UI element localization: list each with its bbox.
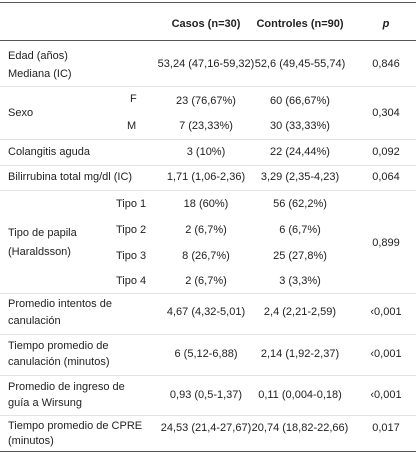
row-label: Promedio intentos de — [8, 298, 112, 310]
cell: 52,6 (49,45-55,74) — [254, 58, 346, 70]
header-cell: Controles (n=90) — [256, 18, 344, 30]
row-label: Promedio de ingreso de — [8, 381, 125, 393]
cell: 3 (10%) — [186, 146, 226, 158]
row-label: canulación — [8, 315, 61, 327]
cell: 23 (76,67%) — [176, 95, 236, 107]
cell: 8 (26,7%) — [182, 250, 230, 262]
row-separator — [0, 190, 416, 191]
row-separator — [0, 415, 416, 416]
row-label: Mediana (IC) — [8, 68, 72, 80]
cell: 7 (23,33%) — [179, 120, 233, 132]
row-label: Bilirrubina total mg/dl (IC) — [8, 171, 133, 183]
sub-label: M — [127, 120, 137, 132]
row-separator — [0, 375, 416, 376]
row-separator — [0, 334, 416, 335]
cell: 4,67 (4,32-5,01) — [166, 306, 246, 318]
row-label: Sexo — [8, 107, 34, 119]
cell: 24,53 (21,4-27,67) — [160, 422, 252, 434]
cell: 0,846 — [372, 58, 400, 70]
cell: 0,304 — [372, 107, 400, 119]
row-label: Edad (años) — [8, 50, 68, 62]
cell: 2 (6,7%) — [185, 275, 227, 287]
bottom-rule — [0, 451, 416, 452]
row-label: canulación (minutos) — [8, 356, 110, 368]
row-label: Tiempo promedio de CPRE — [8, 420, 143, 432]
sub-label: Tipo 4 — [116, 275, 147, 287]
row-label: guía a Wirsung — [8, 397, 82, 409]
row-separator — [0, 86, 416, 87]
cell: 30 (33,33%) — [270, 120, 330, 132]
cell: 20,74 (18,82-22,66) — [251, 422, 349, 434]
cell: 3 (3,3%) — [279, 275, 321, 287]
sub-label: Tipo 2 — [116, 224, 147, 236]
cell: 56 (62,2%) — [273, 198, 327, 210]
sub-label: Tipo 1 — [116, 198, 147, 210]
sub-label: F — [130, 93, 137, 105]
cell: 0,899 — [372, 237, 400, 249]
sub-label: Tipo 3 — [116, 250, 147, 262]
row-label: (Haraldsson) — [8, 246, 71, 258]
cell: 0,11 (0,004-0,18) — [258, 389, 342, 401]
row-label: Colangitis aguda — [8, 146, 90, 158]
cell: 25 (27,8%) — [273, 250, 327, 262]
header-rule — [0, 40, 416, 41]
cell: 2,4 (2,21-2,59) — [263, 306, 337, 318]
cell: 3,29 (2,35-4,23) — [260, 171, 340, 183]
cell: 2 (6,7%) — [185, 224, 227, 236]
row-label: Tiempo promedio de — [8, 340, 109, 352]
row-separator — [0, 139, 416, 140]
cell: 6 (5,12-6,88) — [174, 348, 238, 360]
cell: 0,064 — [372, 171, 400, 183]
cell: 22 (24,44%) — [270, 146, 330, 158]
row-label: Tipo de papila — [8, 227, 77, 239]
cell: ‹0,001 — [370, 348, 402, 360]
row-label: (minutos) — [8, 435, 54, 447]
row-separator — [0, 293, 416, 294]
cell: 0,017 — [372, 422, 400, 434]
header-cell: p — [382, 18, 390, 30]
cell: 53,24 (47,16-59,32) — [157, 58, 255, 70]
cell: 18 (60%) — [183, 198, 229, 210]
cell: 0,092 — [372, 146, 400, 158]
cell: ‹0,001 — [370, 389, 402, 401]
cell: 60 (66,67%) — [270, 95, 330, 107]
row-separator — [0, 165, 416, 166]
cell: 1,71 (1,06-2,36) — [166, 171, 246, 183]
cell: 6 (6,7%) — [279, 224, 321, 236]
cell: ‹0,001 — [370, 306, 402, 318]
header-cell: Casos (n=30) — [171, 18, 241, 30]
cell: 0,93 (0,5-1,37) — [169, 389, 243, 401]
top-rule — [0, 2, 416, 3]
cell: 2,14 (1,92-2,37) — [260, 348, 340, 360]
